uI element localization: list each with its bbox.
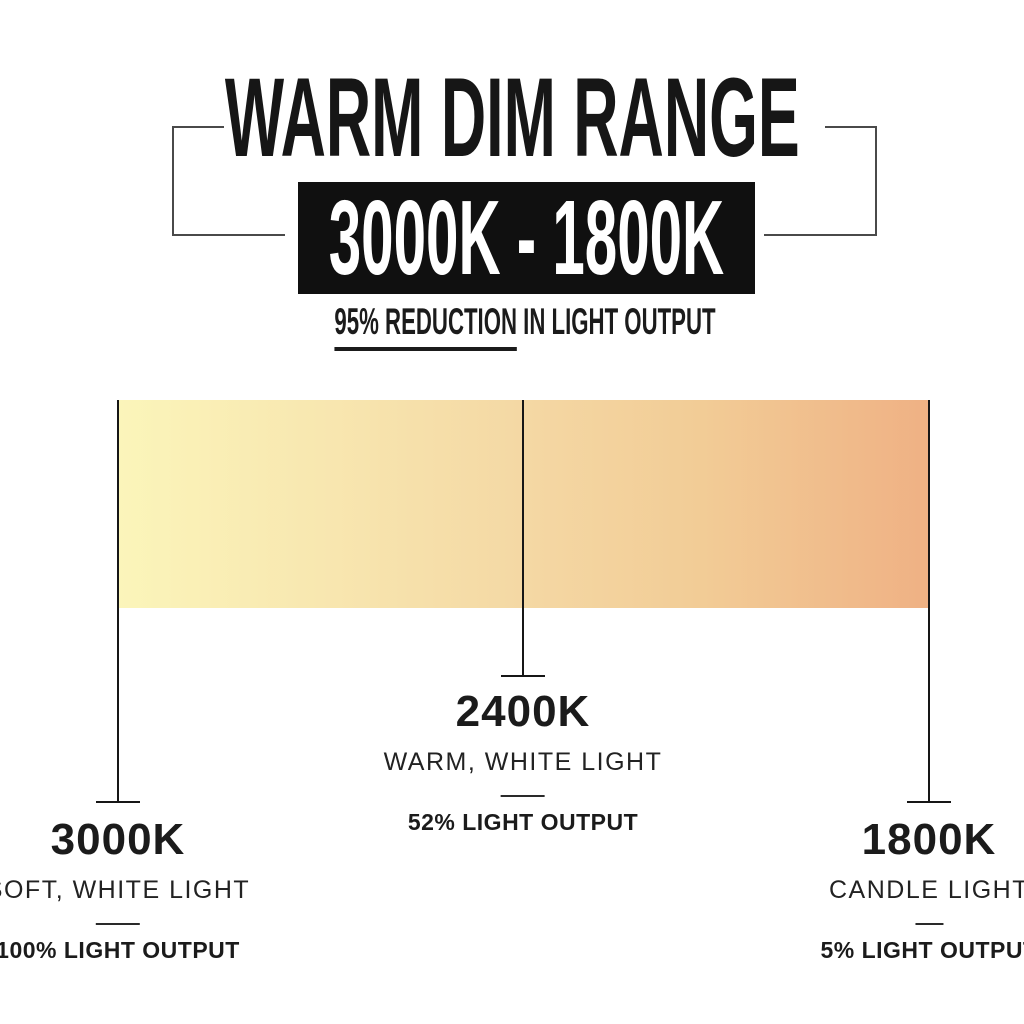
- marker-3000k-kelvin: 3000K: [50, 815, 186, 864]
- marker-3000k: 3000K SOFT, WHITE LIGHT 100% LIGHT OUTPU…: [0, 818, 250, 962]
- marker-3000k-description: SOFT, WHITE LIGHT: [0, 876, 251, 904]
- marker-3000k-divider: [96, 923, 140, 925]
- marker-2400k-kelvin: 2400K: [455, 687, 591, 736]
- title-bracket-right-vertical: [875, 126, 877, 236]
- range-badge: 3000K - 1800K: [298, 182, 755, 294]
- title-bracket-right-top: [825, 126, 877, 128]
- marker-2400k-output: 52% LIGHT OUTPUT: [407, 809, 639, 835]
- title-bracket-left-top: [172, 126, 224, 128]
- marker-2400k-divider: [500, 795, 545, 797]
- marker-1800k-output: 5% LIGHT OUTPUT: [820, 937, 1024, 963]
- subtitle-wrap: 95% REDUCTION IN LIGHT OUTPUT: [207, 301, 842, 351]
- marker-1800k-description: CANDLE LIGHT: [829, 876, 1024, 904]
- range-badge-label: 3000K - 1800K: [328, 179, 725, 297]
- subtitle-rest-text: IN LIGHT OUTPUT: [517, 301, 716, 342]
- subtitle-underlined-text: 95% REDUCTION: [334, 301, 518, 351]
- title-bracket-right-bottom: [764, 234, 877, 236]
- tick-3000k: [117, 400, 119, 803]
- subtitle: 95% REDUCTION IN LIGHT OUTPUT: [334, 301, 716, 351]
- tick-2400k: [522, 400, 524, 677]
- marker-1800k: 1800K CANDLE LIGHT 5% LIGHT OUTPUT: [820, 818, 1024, 962]
- title-bracket-left-bottom: [172, 234, 285, 236]
- marker-1800k-divider: [915, 923, 943, 925]
- tick-1800k-crossbar: [907, 801, 951, 803]
- tick-2400k-crossbar: [501, 675, 545, 677]
- page-title: WARM DIM RANGE: [224, 55, 800, 180]
- tick-3000k-crossbar: [96, 801, 140, 803]
- marker-2400k: 2400K WARM, WHITE LIGHT 52% LIGHT OUTPUT: [384, 690, 663, 834]
- tick-1800k: [928, 400, 930, 803]
- marker-3000k-output: 100% LIGHT OUTPUT: [0, 937, 240, 963]
- page-title-wrap: WARM DIM RANGE: [0, 62, 1024, 174]
- marker-1800k-kelvin: 1800K: [861, 815, 997, 864]
- title-bracket-left-vertical: [172, 126, 174, 236]
- marker-2400k-description: WARM, WHITE LIGHT: [383, 748, 663, 776]
